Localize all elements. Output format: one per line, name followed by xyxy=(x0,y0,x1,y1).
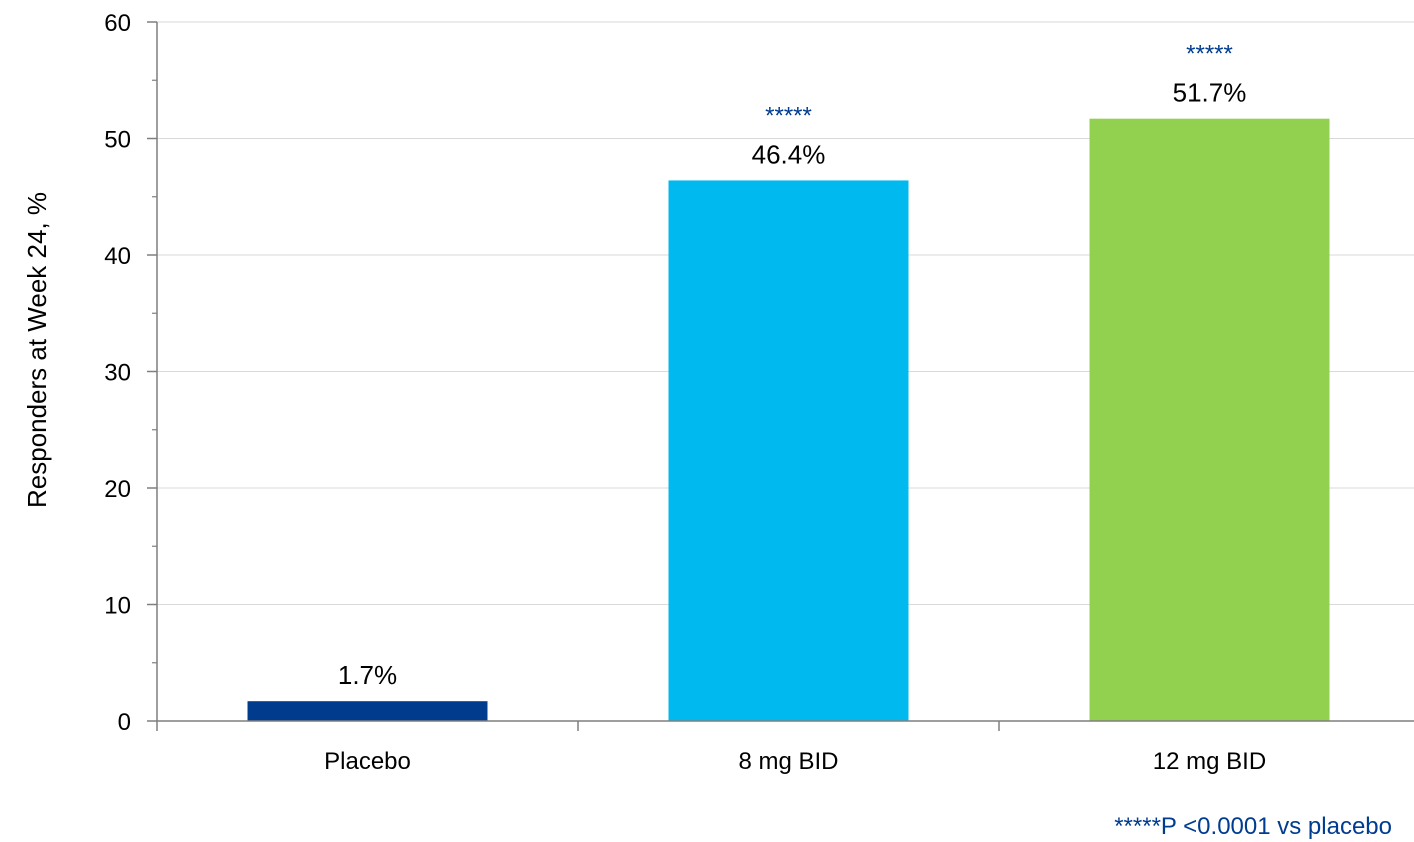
y-tick-label: 30 xyxy=(104,360,131,387)
y-axis-title: Responders at Week 24, % xyxy=(22,192,52,508)
y-tick-label: 50 xyxy=(104,127,131,154)
x-category-label: 8 mg BID xyxy=(738,748,838,775)
y-tick-label: 40 xyxy=(104,243,131,270)
bar-placebo xyxy=(247,701,488,721)
y-tick-label: 20 xyxy=(104,476,131,503)
x-category-label: 12 mg BID xyxy=(1153,748,1266,775)
y-tick-label: 0 xyxy=(118,709,131,736)
x-category-label: Placebo xyxy=(324,748,411,775)
y-tick-label: 10 xyxy=(104,593,131,620)
significance-marker: ***** xyxy=(765,102,812,129)
value-label: 46.4% xyxy=(752,139,826,169)
significance-marker: ***** xyxy=(1186,41,1233,68)
bar-12-mg-bid xyxy=(1089,118,1330,721)
value-label: 1.7% xyxy=(338,660,397,690)
value-label: 51.7% xyxy=(1173,78,1247,108)
bar-8-mg-bid xyxy=(668,180,909,721)
axes xyxy=(147,21,1414,731)
significance-footnote: *****P <0.0001 vs placebo xyxy=(1114,813,1392,840)
y-tick-label: 60 xyxy=(104,10,131,37)
labels: 0 10 20 30 40 50 60 Placebo 1.7% 8 mg BID 46.4% ***… xyxy=(104,10,1266,775)
bars xyxy=(247,118,1330,721)
